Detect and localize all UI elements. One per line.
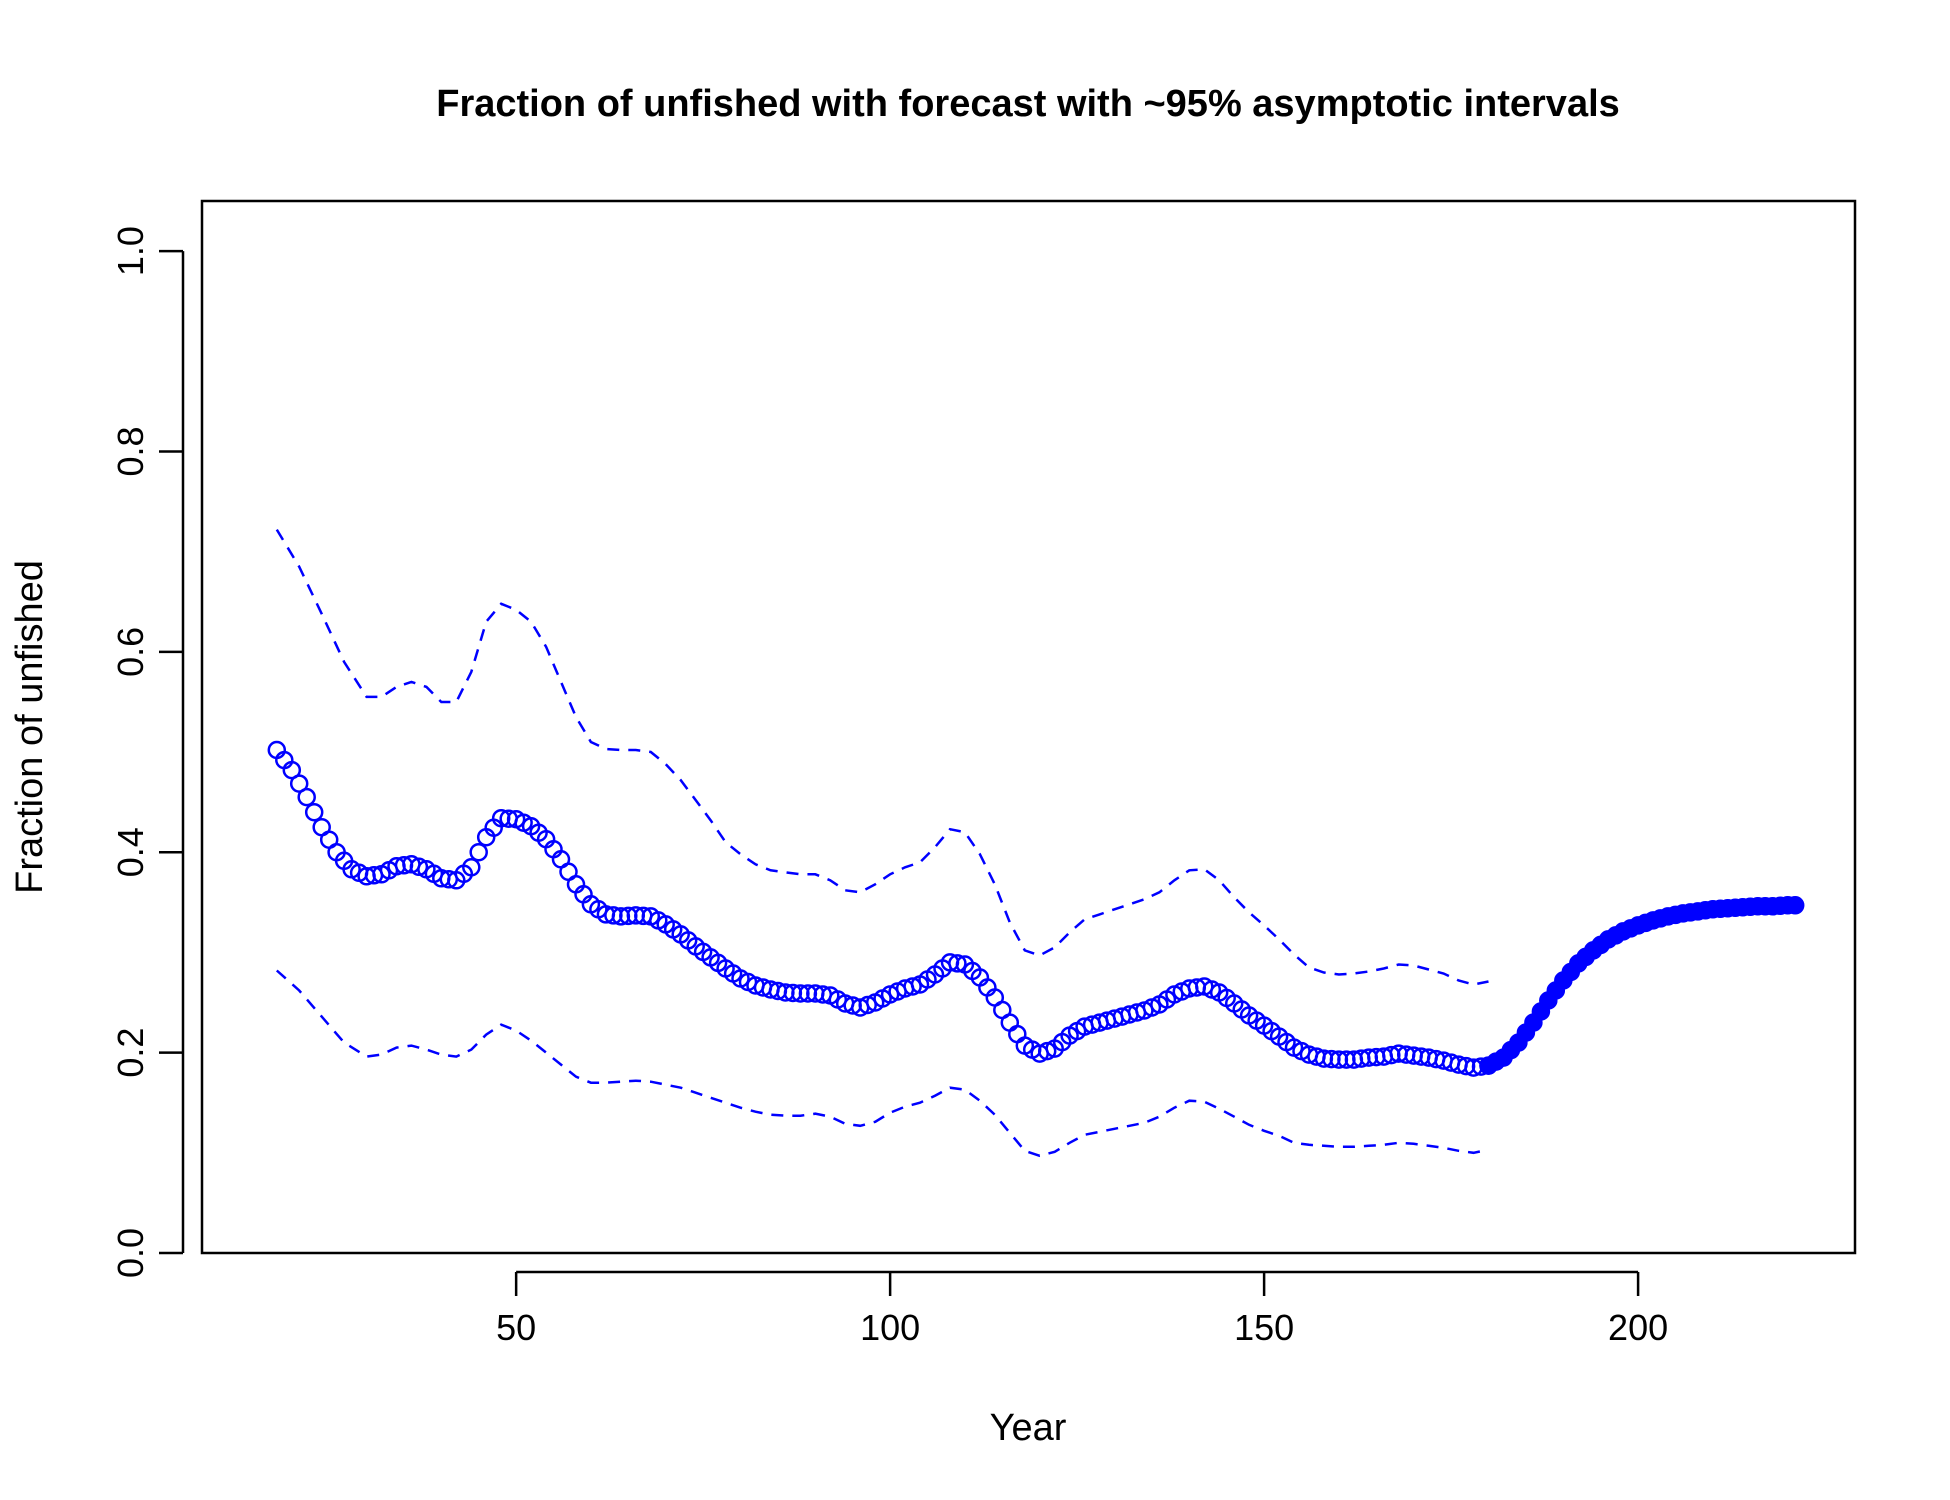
series-layer — [267, 528, 1805, 1158]
upper-interval-line — [275, 528, 1489, 986]
y-tick-label: 0.2 — [110, 1028, 151, 1078]
y-tick-label: 0.6 — [110, 627, 151, 677]
y-tick-label: 0.8 — [110, 426, 151, 476]
y-tick-label: 1.0 — [110, 226, 151, 276]
estimate-point — [1008, 1024, 1027, 1044]
estimate-point — [469, 842, 488, 862]
estimate-point — [858, 995, 877, 1015]
y-axis: 0.0 0.2 0.4 0.6 0.8 1.0 — [110, 226, 185, 1278]
forecast-point — [1785, 896, 1805, 915]
y-tick-label: 0.0 — [110, 1228, 151, 1278]
estimate-point — [409, 857, 429, 877]
estimate-point — [304, 802, 324, 822]
estimate-point — [462, 858, 481, 877]
y-axis-label: Fraction of unfished — [9, 560, 51, 894]
estimate-point — [1037, 1041, 1057, 1061]
estimate-point — [948, 954, 967, 973]
estimate-point — [297, 787, 316, 807]
x-axis: 50 100 150 200 — [496, 1270, 1668, 1348]
x-tick-label: 100 — [860, 1307, 920, 1348]
x-tick-label: 50 — [496, 1307, 536, 1348]
estimate-point — [903, 977, 922, 996]
x-tick-label: 200 — [1608, 1307, 1668, 1348]
x-axis-label: Year — [990, 1407, 1067, 1449]
y-tick-label: 0.4 — [110, 827, 151, 877]
estimate-point — [1000, 1013, 1020, 1032]
x-tick-label: 150 — [1234, 1307, 1294, 1348]
lower-interval-line — [275, 969, 1489, 1158]
plot-area-frame — [200, 199, 1857, 1255]
chart-title: Fraction of unfished with forecast with … — [436, 83, 1620, 125]
estimate-point — [289, 774, 309, 793]
